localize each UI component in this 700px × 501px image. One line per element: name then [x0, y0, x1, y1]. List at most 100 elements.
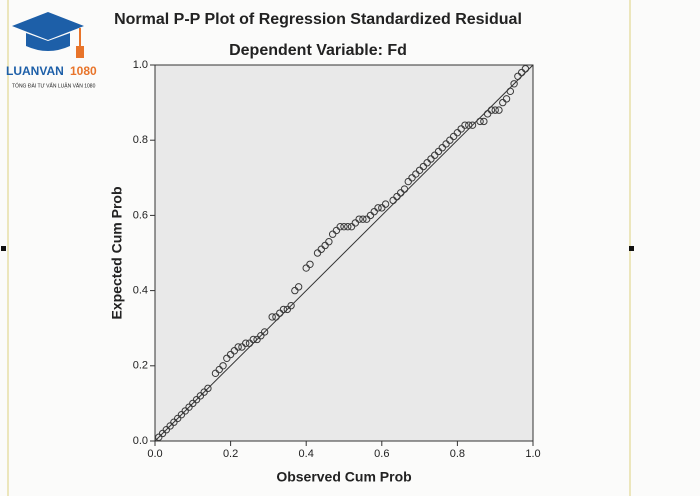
data-point [431, 151, 439, 159]
chart-title: Normal P-P Plot of Regression Standardiz… [114, 11, 522, 28]
data-point [166, 422, 174, 430]
data-point [158, 429, 167, 438]
data-point [249, 335, 257, 344]
y-tick-label: 0.8 [133, 134, 148, 146]
y-tick-label: 0.0 [133, 435, 148, 447]
data-point [234, 343, 242, 351]
chart-subtitle: Dependent Variable: Fd [229, 42, 407, 59]
x-tick-label: 0.4 [299, 448, 314, 460]
logo-brand: LUANVAN [6, 64, 64, 78]
logo: LUANVAN 1080 TỔNG ĐÀI TƯ VẤN LUẬN VĂN 10… [6, 12, 97, 89]
data-point [211, 369, 220, 378]
data-point [328, 230, 337, 238]
data-point [378, 204, 386, 212]
data-point [313, 249, 322, 257]
data-point [238, 343, 246, 351]
data-point [253, 335, 261, 344]
data-point [325, 238, 333, 246]
data-point [287, 301, 295, 310]
logo-cap [12, 12, 84, 40]
y-tick-label: 0.6 [133, 209, 148, 221]
y-tick-label: 1.0 [133, 59, 148, 71]
data-point [223, 354, 231, 362]
data-point [204, 384, 212, 393]
data-point [355, 215, 363, 223]
data-point [499, 98, 507, 107]
data-point [347, 222, 356, 231]
data-point [487, 106, 496, 114]
x-tick-label: 0.0 [147, 448, 162, 460]
y-axis-label: Expected Cum Prob [109, 186, 125, 319]
x-tick-label: 0.6 [374, 448, 389, 460]
data-point [374, 204, 382, 212]
x-tick-label: 1.0 [525, 448, 540, 460]
resize-handle [629, 246, 634, 251]
data-point [291, 286, 299, 295]
data-point [219, 362, 227, 370]
data-point [366, 211, 375, 220]
data-point [336, 222, 344, 231]
data-point [192, 395, 201, 404]
data-point [502, 95, 511, 103]
data-point [412, 170, 420, 178]
data-point [279, 305, 288, 314]
data-point [483, 110, 492, 118]
y-tick-label: 0.4 [133, 285, 148, 297]
data-point [155, 433, 163, 441]
data-point [276, 309, 284, 317]
data-point [344, 222, 352, 231]
logo-number: 1080 [70, 64, 97, 78]
data-point [446, 136, 454, 144]
data-point [457, 125, 465, 133]
data-point [196, 392, 205, 400]
data-point [317, 245, 326, 253]
data-point [476, 117, 484, 126]
data-point [268, 313, 276, 321]
logo-tagline: TỔNG ĐÀI TƯ VẤN LUẬN VĂN 1080 [12, 82, 96, 89]
data-point [480, 117, 488, 126]
data-point [495, 106, 503, 114]
x-tick-label: 0.8 [450, 448, 465, 460]
data-point [230, 347, 239, 355]
data-point [465, 121, 473, 129]
data-point [370, 207, 378, 216]
data-point [362, 215, 371, 223]
data-point [200, 388, 208, 396]
data-point [257, 332, 265, 340]
data-point [449, 132, 458, 141]
data-point [408, 174, 416, 182]
data-point [332, 226, 341, 235]
data-point [173, 414, 182, 423]
logo-cap-base [26, 33, 70, 51]
data-point [272, 313, 280, 321]
data-point [215, 365, 223, 374]
data-point [283, 305, 291, 314]
data-point [242, 339, 250, 347]
data-point [400, 185, 409, 193]
data-point [340, 222, 348, 231]
data-point [404, 177, 412, 186]
data-point [185, 403, 193, 411]
data-point [177, 410, 186, 419]
data-point [351, 219, 360, 227]
data-point [359, 215, 367, 223]
data-point [442, 140, 450, 148]
data-point [517, 68, 526, 77]
data-point [170, 418, 178, 426]
data-point [306, 260, 314, 268]
data-point [381, 200, 390, 208]
data-point [260, 328, 269, 336]
data-point [302, 264, 310, 272]
x-tick-label: 0.2 [223, 448, 238, 460]
y-tick-label: 0.2 [133, 360, 148, 372]
data-point [510, 80, 518, 88]
data-point [181, 407, 189, 415]
logo-tassel [76, 46, 84, 58]
data-point [389, 196, 397, 205]
data-point [434, 147, 443, 156]
resize-handle [1, 246, 6, 251]
data-point [468, 121, 477, 129]
data-point [438, 144, 446, 152]
data-point [453, 128, 462, 137]
